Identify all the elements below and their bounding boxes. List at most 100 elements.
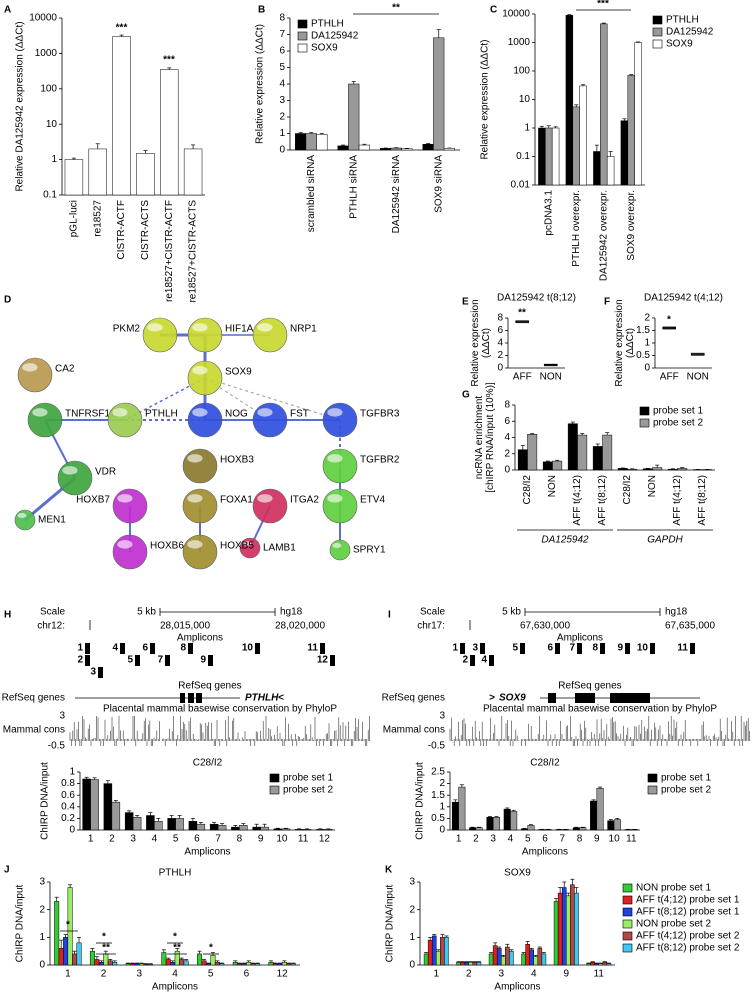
bar [458,786,466,831]
y-tick-label: 4 [497,338,503,349]
legend-label: probe set 2 [653,418,703,429]
bar [305,133,317,151]
legend-swatch [652,15,663,25]
y-axis-label: ChIRP DNA/input [415,762,426,840]
chart-title: PTHLH [159,868,192,879]
x-tick-label: 11 [626,834,637,845]
x-tick-label: 4 [152,834,158,845]
y-tick-label: 2 [279,112,285,123]
node-label: ITGA2 [290,495,319,506]
bar [94,959,100,966]
browser-text: 5 kb [502,607,521,618]
panel-label: A [4,5,11,16]
legend-label: probe set 2 [661,785,711,796]
group-label: DA125942 [541,535,589,546]
legend-swatch [622,919,633,929]
node-label: HOXB7 [76,495,110,506]
node-label: NRP1 [290,324,317,335]
y-tick-label: 2.5 [431,767,445,778]
node-highlight [257,408,273,417]
y-tick-label: 1 [51,154,57,165]
y-tick-label: 0 [69,825,75,836]
node-label: HOXB5 [220,541,254,552]
x-tick-label: 1 [456,834,462,845]
x-tick-label: 4 [508,834,514,845]
x-tick-label: 3 [130,834,136,845]
bar [165,959,171,966]
x-tick-label: 6 [194,834,200,845]
x-tick-label: 6 [244,969,250,980]
amplicon [120,643,125,654]
amplicon [188,643,193,654]
chart-title: C28/I2 [193,758,223,769]
bar [613,819,621,831]
y-tick-label: 3 [279,95,285,106]
y-tick-label: 5 [279,62,285,73]
exon [196,693,202,703]
legend-label: SOX9 [666,39,693,50]
y-tick-label: 0 [644,363,650,374]
legend-label: AFF t(4;12) probe set 2 [636,931,740,942]
bar [444,937,449,966]
browser-text: 28,020,000 [275,621,325,632]
bar [527,434,538,471]
y-tick-label: 3 [39,877,45,888]
x-tick-label: AFF t(4;12) [572,475,583,526]
y-tick-label: 10 [519,94,531,105]
bar [627,468,638,471]
bar [112,961,118,966]
browser-text: PTHLH [245,693,279,704]
x-tick-label: 8 [237,834,243,845]
bar [125,963,131,966]
browser-text: 7 [569,643,575,654]
bar [246,961,252,966]
bar [252,826,261,831]
node-highlight [112,408,128,417]
node-highlight [192,408,208,417]
bar [63,937,69,966]
panel-label: H [4,610,11,621]
bar [268,961,274,966]
bar [209,823,219,831]
network-node [187,317,223,353]
bar [596,787,604,831]
bar [232,961,238,966]
bar [620,120,629,186]
x-tick-label: DA125942 siRNA [391,155,402,234]
bar [433,37,445,151]
legend-swatch [622,931,633,941]
node-highlight [327,408,343,417]
browser-text: 6 [142,643,148,654]
y-tick-label: 2 [439,778,445,789]
bar [634,42,642,186]
bar [219,963,225,966]
panel-label: D [4,295,11,306]
x-tick-label: 7 [559,834,565,845]
bar [183,148,203,196]
y-tick-label: 8 [279,13,285,24]
y-axis-label: Relative expression (ΔΔCt) [480,39,491,159]
amplicon [460,643,465,654]
bar [472,961,478,966]
amplicon [165,655,170,666]
y-tick-label: 1 [39,932,45,943]
browser-text: 2 [462,655,468,666]
browser-text: 8 [180,643,186,654]
bar [107,960,113,966]
amplicon [600,643,605,654]
node-highlight [192,323,208,332]
y-tick-label: 0.5 [431,813,445,824]
bar [112,36,131,196]
x-tick-label: 1 [88,834,94,845]
x-tick-label: C28/I2 [622,475,633,505]
bar [348,83,360,151]
network-node [27,402,63,438]
x-tick-label: PTHLH overexpr. [571,190,582,267]
bar [475,827,483,831]
network-node [182,534,218,570]
legend-label: probe set 1 [661,773,711,784]
x-tick-label: 3 [137,969,143,980]
legend-swatch [652,39,663,49]
bar [390,147,402,151]
node-highlight [147,323,163,332]
